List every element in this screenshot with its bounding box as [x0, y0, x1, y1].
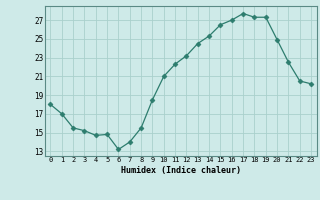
X-axis label: Humidex (Indice chaleur): Humidex (Indice chaleur) — [121, 166, 241, 175]
